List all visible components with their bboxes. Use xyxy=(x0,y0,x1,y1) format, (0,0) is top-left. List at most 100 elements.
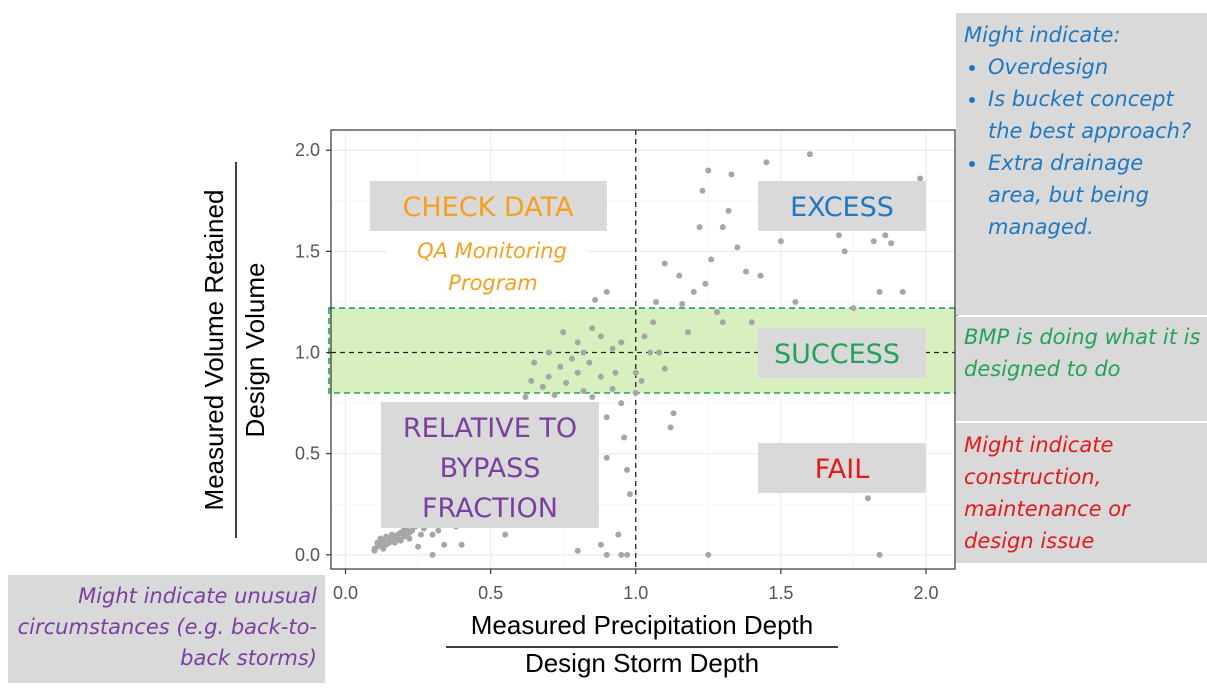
data-point xyxy=(743,268,750,275)
note-fail: Might indicate construction, maintenance… xyxy=(956,423,1207,563)
note-fail-text: Might indicate construction, maintenance… xyxy=(964,433,1130,553)
y-axis-title-top: Measured Volume Retained xyxy=(199,190,229,511)
data-point xyxy=(563,379,570,386)
data-point xyxy=(632,369,639,376)
x-tick-label: 0.5 xyxy=(478,583,503,603)
data-point xyxy=(661,365,668,372)
data-point xyxy=(757,272,764,279)
qa-program-box xyxy=(387,232,587,298)
data-point xyxy=(551,392,558,399)
data-point xyxy=(597,333,604,340)
data-point xyxy=(647,349,654,356)
y-axis-title: Measured Volume Retained Design Volume xyxy=(199,162,270,538)
data-point xyxy=(609,385,616,392)
data-point xyxy=(618,400,625,407)
bypass-label-line2: BYPASS xyxy=(440,453,541,484)
x-axis-title-top: Measured Precipitation Depth xyxy=(471,610,814,640)
data-point xyxy=(650,319,657,326)
qa-program-label-line1: QA Monitoring xyxy=(417,239,567,263)
data-point xyxy=(719,224,726,231)
data-point xyxy=(661,260,668,267)
data-point xyxy=(684,329,691,336)
data-point xyxy=(612,369,619,376)
data-point xyxy=(603,454,610,461)
x-tick-label: 0.0 xyxy=(333,583,358,603)
data-point xyxy=(429,551,436,558)
data-point xyxy=(850,305,857,312)
y-axis-title-bottom: Design Volume xyxy=(240,263,270,438)
data-point xyxy=(714,309,721,316)
data-point xyxy=(580,387,587,394)
zone-labels: CHECK DATA QA Monitoring Program EXCESS SUCC… xyxy=(370,181,926,528)
data-point xyxy=(917,175,924,182)
success-box xyxy=(758,328,926,378)
data-point xyxy=(763,159,770,166)
fail-box xyxy=(758,443,926,493)
data-point xyxy=(502,531,509,538)
note-bypass-text: Might indicate unusual circumstances (e.… xyxy=(17,584,317,670)
data-point xyxy=(603,414,610,421)
data-point xyxy=(876,551,883,558)
data-point xyxy=(876,288,883,295)
excess-box xyxy=(758,181,926,231)
data-point xyxy=(592,296,599,303)
data-point xyxy=(655,349,662,356)
axis-ticks: 0.0 0.5 1.0 1.5 2.0 0.0 0.5 1.0 1.5 2.0 xyxy=(295,140,939,603)
data-point xyxy=(597,541,604,548)
data-point xyxy=(728,171,735,178)
data-point xyxy=(615,531,622,538)
y-tick-label: 1.0 xyxy=(295,343,320,363)
fail-label: FAIL xyxy=(815,454,870,485)
data-point xyxy=(841,248,848,255)
data-point xyxy=(603,551,610,558)
data-point xyxy=(864,495,871,502)
data-point xyxy=(667,424,674,431)
data-point xyxy=(586,359,593,366)
y-tick-label: 2.0 xyxy=(295,140,320,160)
data-point xyxy=(792,298,799,305)
x-axis-title-bottom: Design Storm Depth xyxy=(525,648,759,678)
data-point xyxy=(705,551,712,558)
bypass-label-line3: FRACTION xyxy=(422,493,558,524)
x-tick-label: 2.0 xyxy=(913,583,938,603)
data-point xyxy=(568,355,575,362)
data-point xyxy=(406,535,413,542)
reference-lines xyxy=(331,130,955,569)
data-point xyxy=(882,232,889,239)
data-point xyxy=(522,394,529,401)
note-excess-item: Extra drainage area, but being managed. xyxy=(988,147,1201,243)
data-point xyxy=(690,288,697,295)
data-point xyxy=(670,410,677,417)
data-point xyxy=(806,151,813,158)
data-point xyxy=(531,359,538,366)
bypass-label-line1: RELATIVE TO xyxy=(403,413,577,444)
note-excess-list: Overdesign Is bucket concept the best ap… xyxy=(964,51,1201,243)
data-point xyxy=(574,339,581,346)
data-point xyxy=(589,325,596,332)
data-point xyxy=(528,377,535,384)
note-bypass: Might indicate unusual circumstances (e.… xyxy=(8,575,325,683)
data-point xyxy=(699,187,706,194)
y-tick-label: 1.5 xyxy=(295,241,320,261)
note-excess-item: Is bucket concept the best approach? xyxy=(988,83,1201,147)
data-point xyxy=(888,240,895,247)
data-point xyxy=(638,377,645,384)
data-point xyxy=(734,244,741,251)
data-point xyxy=(626,491,633,498)
data-point xyxy=(679,300,686,307)
note-success-text: BMP is doing what it is designed to do xyxy=(964,325,1201,381)
data-point xyxy=(429,531,436,538)
data-point xyxy=(458,541,465,548)
data-point xyxy=(603,288,610,295)
success-label: SUCCESS xyxy=(774,339,900,370)
data-point xyxy=(870,238,877,245)
data-point xyxy=(708,256,715,263)
data-point xyxy=(719,319,726,326)
note-excess-heading: Might indicate: xyxy=(964,23,1121,47)
data-point xyxy=(580,349,587,356)
data-point xyxy=(676,272,683,279)
data-point xyxy=(725,207,732,214)
data-point xyxy=(435,527,442,534)
data-point xyxy=(835,232,842,239)
data-point xyxy=(415,543,422,550)
